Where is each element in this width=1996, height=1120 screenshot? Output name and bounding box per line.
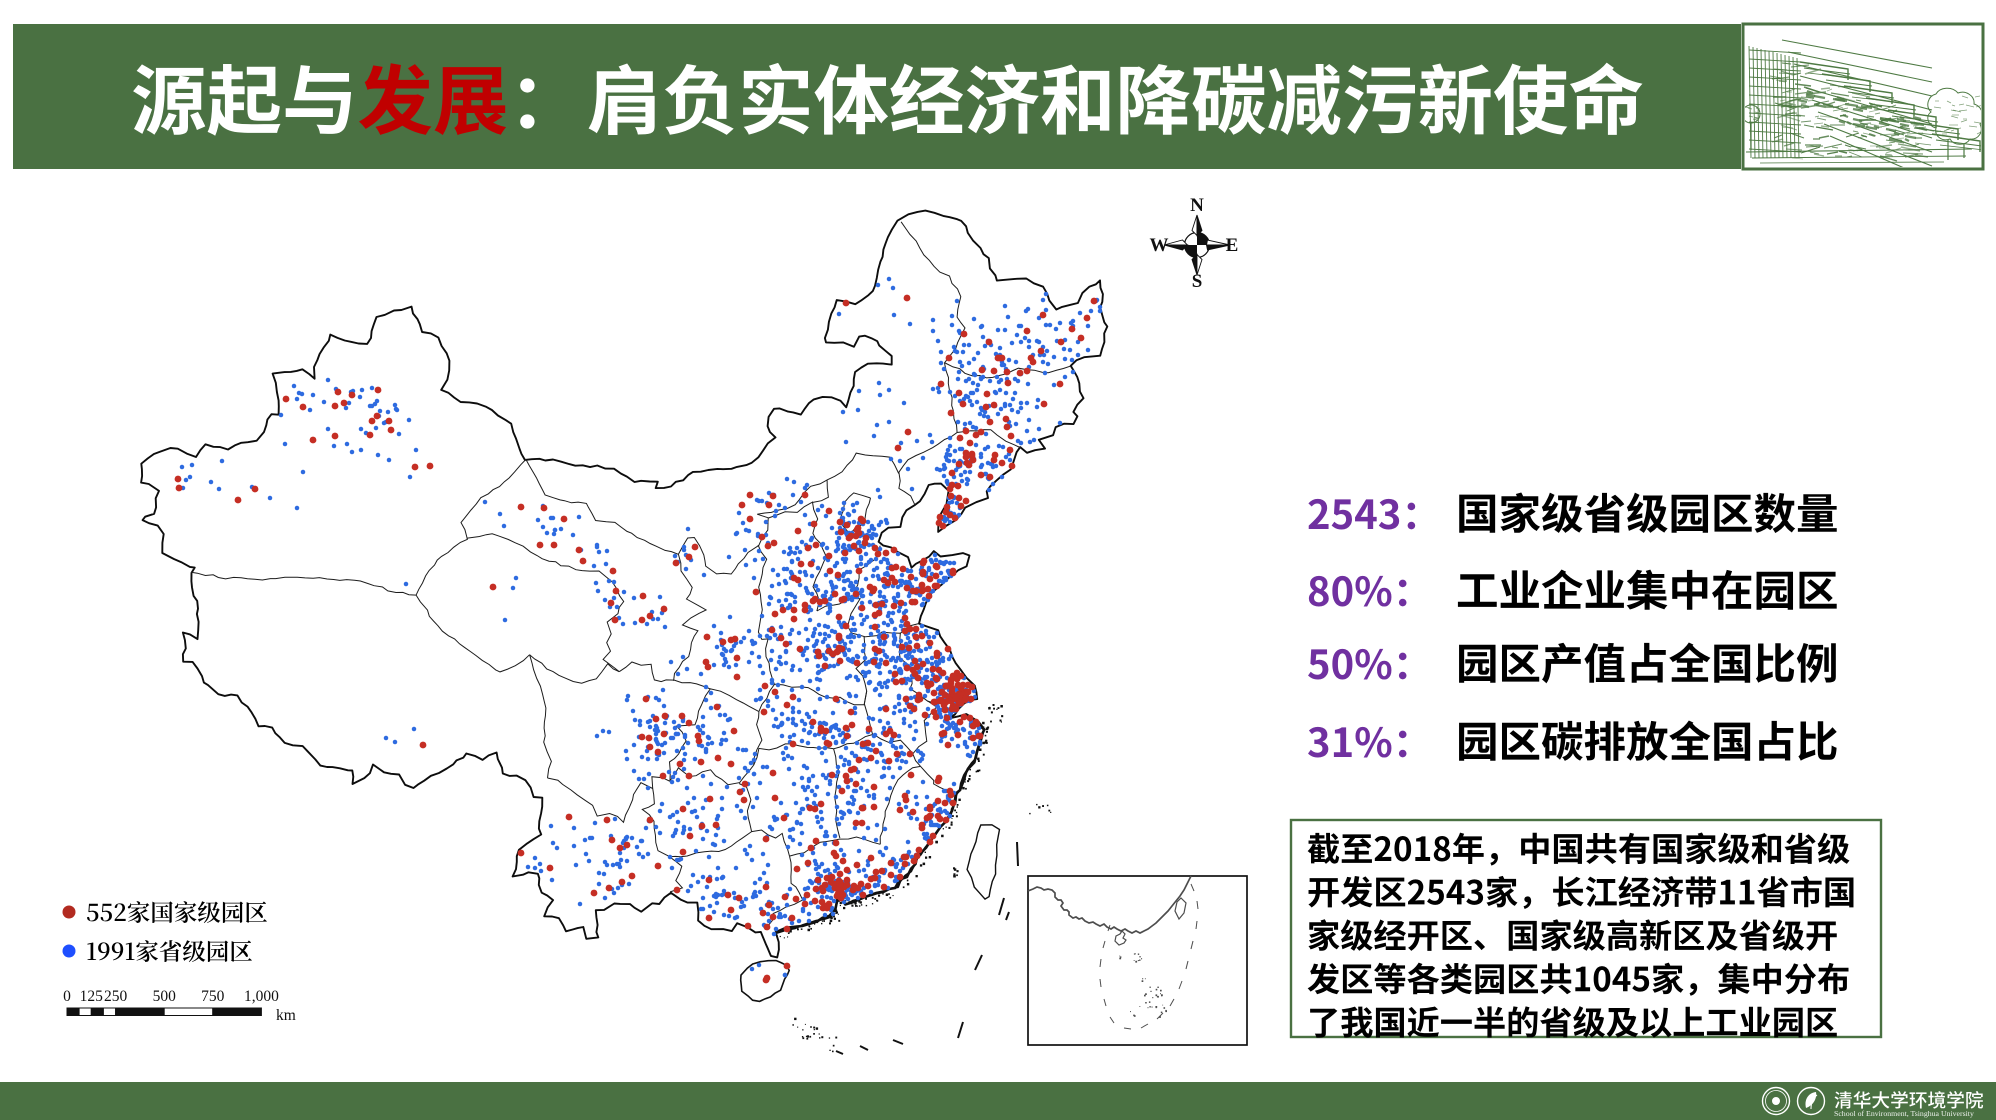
svg-text:E: E [1226,235,1239,256]
svg-text:S: S [1192,271,1203,292]
svg-text:1,000: 1,000 [244,988,279,1005]
svg-text:750: 750 [201,988,225,1005]
svg-text:500: 500 [153,988,177,1005]
svg-text:School of Environment, Tsinghu: School of Environment, Tsinghua Universi… [1834,1109,1974,1118]
svg-text:250: 250 [104,988,128,1005]
svg-text:125: 125 [80,988,104,1005]
svg-text:W: W [1150,235,1169,256]
svg-text:0: 0 [63,988,71,1005]
svg-text:N: N [1190,195,1204,216]
svg-text:km: km [276,1007,296,1024]
